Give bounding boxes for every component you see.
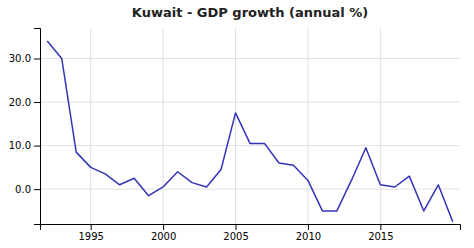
tick-mark bbox=[34, 102, 40, 103]
tick-label: 2000 bbox=[151, 231, 176, 242]
tick-mark bbox=[34, 58, 40, 59]
tick: 2000 bbox=[151, 224, 176, 242]
grid-line bbox=[40, 189, 460, 190]
tick-label: 10.0 bbox=[9, 140, 31, 151]
grid-line bbox=[90, 28, 91, 224]
tick: 0.0 bbox=[15, 184, 40, 195]
grid-line bbox=[40, 58, 460, 59]
tick-label: 2010 bbox=[296, 231, 321, 242]
tick: 2010 bbox=[296, 224, 321, 242]
tick-mark bbox=[34, 146, 40, 147]
grid-line bbox=[163, 28, 164, 224]
tick: 30.0 bbox=[9, 53, 40, 64]
tick: 2005 bbox=[223, 224, 248, 242]
tick: 10.0 bbox=[9, 140, 40, 151]
tick: 20.0 bbox=[9, 97, 40, 108]
axis-line bbox=[41, 225, 461, 231]
tick-mark bbox=[34, 189, 40, 190]
tick-label: 20.0 bbox=[9, 97, 31, 108]
tick-mark bbox=[236, 224, 237, 230]
grid-line bbox=[380, 28, 381, 224]
chart-container: 1995 2000 2005 2010 2015 0.0 10.0 20.0 30.0 Kuwai… bbox=[0, 0, 474, 248]
x-axis: 1995 2000 2005 2010 2015 bbox=[41, 224, 461, 242]
tick: 1995 bbox=[78, 224, 103, 242]
grid bbox=[40, 28, 460, 224]
chart-svg: 1995 2000 2005 2010 2015 0.0 10.0 20.0 30.0 Kuwai… bbox=[0, 0, 474, 248]
tick-label: 30.0 bbox=[9, 53, 31, 64]
tick-label: 2015 bbox=[368, 231, 393, 242]
tick-label: 1995 bbox=[78, 231, 103, 242]
grid-line bbox=[40, 145, 460, 146]
tick-label: 0.0 bbox=[15, 184, 31, 195]
tick-mark bbox=[380, 224, 381, 230]
tick: 2015 bbox=[368, 224, 393, 242]
axis-line bbox=[34, 29, 41, 225]
grid-line bbox=[235, 28, 236, 224]
data-line bbox=[47, 41, 453, 222]
tick-label: 2005 bbox=[223, 231, 248, 242]
y-axis: 0.0 10.0 20.0 30.0 bbox=[9, 29, 41, 225]
tick-mark bbox=[163, 224, 164, 230]
grid-line bbox=[307, 28, 308, 224]
title: Kuwait - GDP growth (annual %) bbox=[132, 5, 368, 20]
tick-mark bbox=[91, 224, 92, 230]
tick-mark bbox=[308, 224, 309, 230]
grid-line bbox=[40, 102, 460, 103]
plot-area bbox=[47, 41, 453, 222]
